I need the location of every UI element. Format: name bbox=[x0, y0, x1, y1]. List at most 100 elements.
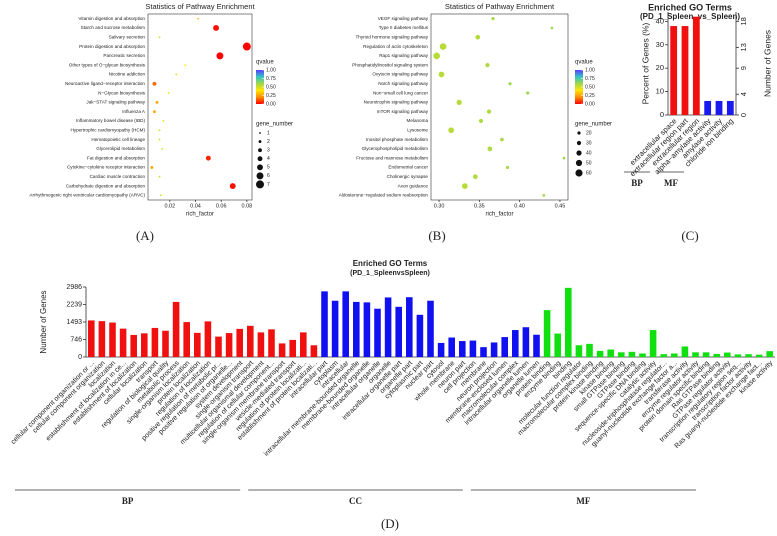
category-label: Protein digestion and absorption bbox=[79, 44, 145, 49]
bubble bbox=[158, 138, 161, 141]
bar bbox=[183, 322, 190, 357]
color-tick-label: 0.25 bbox=[585, 93, 595, 99]
size-key bbox=[575, 159, 583, 167]
size-key-label: 4 bbox=[267, 156, 270, 162]
group-label: CC bbox=[349, 496, 362, 506]
bubble bbox=[472, 174, 478, 180]
bar bbox=[119, 328, 127, 357]
color-tick-label: 1.00 bbox=[585, 67, 595, 73]
bar bbox=[194, 332, 201, 357]
x-tick-label: 0.08 bbox=[242, 203, 253, 209]
bubble bbox=[505, 165, 510, 170]
category-label: Hypertrophic cardiomyopathy (HCM) bbox=[70, 127, 145, 132]
bar bbox=[575, 345, 583, 357]
group-label: MF bbox=[664, 178, 678, 188]
category-label: Notch signaling pathway bbox=[378, 81, 428, 86]
category-label: Regulation of actin cytoskeleton bbox=[363, 44, 428, 49]
group-label: MF bbox=[576, 496, 590, 506]
y-axis-label: Percent of Genes (%) bbox=[640, 22, 650, 104]
bubble bbox=[155, 100, 159, 104]
legend-title: qvalue bbox=[575, 60, 593, 66]
size-key bbox=[575, 169, 583, 177]
size-key-label: 50 bbox=[586, 160, 592, 166]
legend-title: qvalue bbox=[256, 60, 274, 66]
bubble bbox=[487, 146, 493, 152]
category-label: Fat digestion and absorption bbox=[87, 155, 145, 160]
bar bbox=[257, 332, 265, 357]
bar bbox=[300, 332, 307, 357]
y-tick-label: 40 bbox=[656, 16, 664, 25]
bubble bbox=[162, 120, 165, 122]
bar bbox=[278, 343, 286, 357]
y-tick-label: 10 bbox=[656, 87, 664, 96]
category-label: mTOR signaling pathway bbox=[377, 109, 429, 114]
bubble bbox=[500, 137, 504, 142]
y-axis-label: Number of Genes bbox=[39, 290, 48, 353]
bar bbox=[225, 333, 233, 357]
y2-tick-label: 18 bbox=[739, 17, 748, 25]
bubble bbox=[229, 183, 236, 190]
bubble bbox=[461, 183, 468, 189]
bar bbox=[565, 287, 572, 357]
bar bbox=[141, 333, 148, 357]
category-label: Aldosterone−regulated sodium reabsorptio… bbox=[339, 193, 429, 198]
bubble bbox=[485, 63, 490, 68]
bubble bbox=[491, 17, 495, 21]
bubble bbox=[205, 155, 211, 161]
category-label: Jak−STAT signaling pathway bbox=[86, 100, 145, 105]
bubble bbox=[158, 36, 161, 39]
y2-tick-label: 4 bbox=[739, 92, 748, 96]
bar bbox=[268, 329, 275, 357]
category-label: Thyroid hormone signaling pathway bbox=[355, 34, 428, 39]
bubble bbox=[448, 127, 454, 134]
bubble bbox=[161, 147, 164, 150]
x-tick-label: 0.35 bbox=[474, 203, 485, 209]
color-tick-label: 1.00 bbox=[266, 67, 276, 73]
bubble bbox=[486, 109, 492, 114]
plot-frame bbox=[147, 13, 253, 201]
bar bbox=[522, 327, 530, 357]
x-tick-label: 0.45 bbox=[555, 203, 566, 209]
bubble bbox=[242, 42, 251, 51]
category-label: Oxytocin signaling pathway bbox=[372, 72, 428, 77]
category-label: Glycerophospholipid metabolism bbox=[362, 146, 429, 151]
y-tick-label: 746 bbox=[70, 336, 82, 343]
category-label: Type II diabetes mellitus bbox=[379, 25, 429, 30]
bar bbox=[681, 26, 689, 115]
bar bbox=[734, 354, 742, 357]
bar bbox=[501, 337, 508, 357]
category-label: Non−small cell lung cancer bbox=[373, 90, 428, 95]
bar bbox=[321, 291, 328, 357]
category-label: Influenza A bbox=[122, 109, 146, 114]
bar bbox=[363, 302, 371, 357]
bar bbox=[172, 301, 180, 357]
bar bbox=[437, 342, 445, 357]
category-label: Rap1 signaling pathway bbox=[379, 53, 428, 58]
bar bbox=[715, 100, 723, 115]
chart-title: Enriched GO Terms bbox=[353, 259, 428, 268]
bar bbox=[596, 350, 604, 357]
bubble bbox=[150, 166, 154, 169]
bar bbox=[692, 16, 700, 116]
size-key bbox=[577, 131, 581, 135]
y-tick-label: 30 bbox=[656, 40, 664, 49]
size-key bbox=[576, 140, 582, 146]
panel-label: (A) bbox=[136, 228, 154, 243]
size-key bbox=[256, 172, 264, 180]
bubble bbox=[216, 52, 224, 60]
bubble bbox=[562, 156, 566, 160]
category-label: Other types of O−glycan biosynthesis bbox=[69, 62, 146, 67]
bar bbox=[289, 339, 296, 357]
y2-tick-label: 13 bbox=[739, 43, 748, 51]
bar bbox=[490, 342, 498, 357]
bubble bbox=[158, 129, 161, 132]
bar bbox=[416, 314, 424, 357]
size-key-label: 7 bbox=[267, 182, 270, 188]
bar bbox=[342, 291, 349, 357]
x-tick-label: 0.30 bbox=[434, 203, 445, 209]
bar bbox=[726, 100, 734, 115]
category-label: Neurotrophin signaling pathway bbox=[364, 100, 429, 105]
category-label: Inflammatory bowel disease (IBD) bbox=[76, 118, 145, 123]
bar bbox=[331, 300, 339, 357]
category-label: Fructose and mannose metabolism bbox=[356, 155, 428, 160]
